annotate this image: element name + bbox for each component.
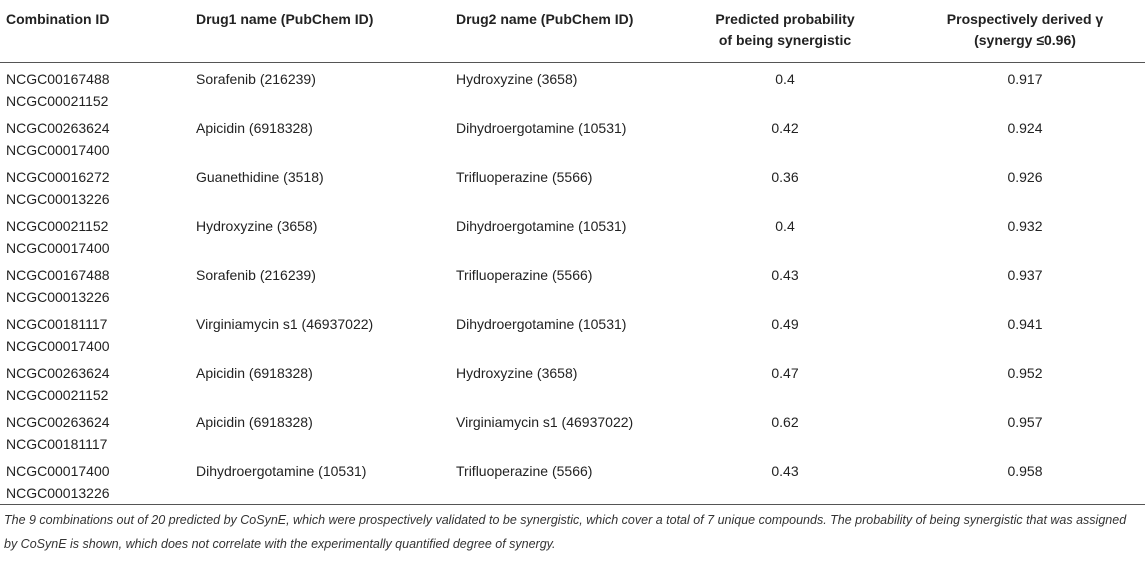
- cell-text: NCGC00013226: [6, 485, 110, 501]
- table-cell: NCGC00181117 NCGC00017400: [0, 308, 190, 357]
- table-cell: 0.62: [771, 414, 799, 430]
- table-cell: NCGC00263624 NCGC00017400: [0, 112, 190, 161]
- table-cell: NCGC00021152 NCGC00017400: [0, 210, 190, 259]
- table-cell: NCGC00167488 NCGC00021152: [0, 63, 190, 113]
- table-cell: Apicidin (6918328): [196, 120, 313, 136]
- table-cell: 0.4: [775, 71, 795, 87]
- cell-text: NCGC00017400: [6, 463, 110, 479]
- table-row: NCGC00263624 NCGC00021152 Apicidin (691832…: [0, 357, 1145, 406]
- table-cell: Virginiamycin s1 (46937022): [196, 316, 374, 332]
- cell-text: NCGC00016272: [6, 169, 110, 185]
- table-cell: 0.49: [771, 316, 799, 332]
- table-cell: Hydroxyzine (3658): [456, 365, 578, 381]
- table-cell: 0.47: [771, 365, 799, 381]
- table-cell: NCGC00016272 NCGC00013226: [0, 161, 190, 210]
- table-cell: Trifluoperazine (5566): [450, 455, 665, 505]
- header-row: Combination ID Drug1 name (PubChem ID) Dru…: [0, 0, 1145, 63]
- cell-text: NCGC00263624: [6, 120, 110, 136]
- cell-text: NCGC00017400: [6, 338, 110, 354]
- table-cell: 0.932: [1007, 218, 1043, 234]
- table-cell: Virginiamycin s1 (46937022): [456, 414, 634, 430]
- table-cell: 0.937: [1007, 267, 1043, 283]
- table-row: NCGC00021152 NCGC00017400 Hydroxyzine (365…: [0, 210, 1145, 259]
- table-cell: 0.36: [771, 169, 799, 185]
- header-text: Drug2 name (PubChem ID): [456, 11, 634, 27]
- table-cell: 0.4: [775, 218, 795, 234]
- table-row: NCGC00167488 NCGC00021152 Sorafenib (21623…: [0, 63, 1145, 113]
- table-cell: Trifluoperazine (5566): [456, 169, 593, 185]
- table-cell: Apicidin (6918328): [196, 414, 313, 430]
- cell-text: NCGC00017400: [6, 240, 110, 256]
- caption: The 9 combinations out of 20 predicted b…: [4, 513, 1127, 551]
- table-cell: 0.926: [1007, 169, 1043, 185]
- table-cell: NCGC00263624 NCGC00181117: [0, 406, 190, 455]
- table-cell: Sorafenib (216239): [196, 71, 316, 87]
- table-cell: Trifluoperazine (5566): [456, 267, 593, 283]
- cell-text: NCGC00013226: [6, 191, 110, 207]
- table-cell: Dihydroergotamine (10531): [456, 120, 627, 136]
- header-text: Combination ID: [6, 11, 110, 27]
- cell-text: NCGC00167488: [6, 267, 110, 283]
- table-cell: Dihydroergotamine (10531): [190, 455, 450, 505]
- table-row: NCGC00167488 NCGC00013226 Sorafenib (21623…: [0, 259, 1145, 308]
- header-text: Prospectively derived γ: [946, 11, 1104, 27]
- table-cell: 0.42: [771, 120, 799, 136]
- table-cell: 0.43: [771, 267, 799, 283]
- table-cell: Apicidin (6918328): [196, 365, 313, 381]
- header-text: of being synergistic: [718, 32, 852, 48]
- table-row: NCGC00263624 NCGC00181117 Apicidin (691832…: [0, 406, 1145, 455]
- header-cell: Drug1 name (PubChem ID): [190, 0, 450, 63]
- table-cell: Sorafenib (216239): [196, 267, 316, 283]
- cell-text: NCGC00181117: [6, 436, 108, 452]
- table-cell: 0.43: [665, 455, 905, 505]
- table-cell: 0.952: [1007, 365, 1043, 381]
- table-cell: Hydroxyzine (3658): [196, 218, 318, 234]
- header-cell: Drug2 name (PubChem ID): [450, 0, 665, 63]
- table-cell: 0.924: [1007, 120, 1043, 136]
- cell-text: NCGC00167488: [6, 71, 110, 87]
- table-cell: NCGC00263624 NCGC00021152: [0, 357, 190, 406]
- table-cell: NCGC00167488 NCGC00013226: [0, 259, 190, 308]
- table-row: NCGC00016272 NCGC00013226 Guanethidine (35…: [0, 161, 1145, 210]
- table: Combination ID Drug1 name (PubChem ID) Dru…: [0, 0, 1145, 505]
- table-cell: 0.957: [1007, 414, 1043, 430]
- header-cell: Combination ID: [0, 0, 190, 63]
- header-text: Drug1 name (PubChem ID): [196, 11, 374, 27]
- table-cell: 0.958: [905, 455, 1145, 505]
- table-cell: Hydroxyzine (3658): [456, 71, 578, 87]
- cell-text: NCGC00021152: [6, 387, 109, 403]
- cell-text: NCGC00021152: [6, 218, 109, 234]
- table-row: NCGC00017400 NCGC00013226 Dihydroergotamin…: [0, 455, 1145, 505]
- header-cell: Prospectively derived γ (synergy ≤0.96): [905, 0, 1145, 63]
- table-cell: NCGC00017400 NCGC00013226: [0, 455, 190, 505]
- cell-text: NCGC00263624: [6, 365, 110, 381]
- table-cell: Dihydroergotamine (10531): [456, 218, 627, 234]
- table-cell: 0.917: [1007, 71, 1043, 87]
- cell-text: NCGC00017400: [6, 142, 110, 158]
- cell-text: NCGC00263624: [6, 414, 110, 430]
- table-cell: 0.941: [1007, 316, 1043, 332]
- table-cell: Dihydroergotamine (10531): [456, 316, 627, 332]
- cell-text: NCGC00181117: [6, 316, 108, 332]
- header-cell: Predicted probability of being synergisti…: [665, 0, 905, 63]
- table-body: NCGC00167488 NCGC00021152 Sorafenib (21623…: [0, 63, 1145, 505]
- cell-text: NCGC00021152: [6, 93, 109, 109]
- table-row: NCGC00263624 NCGC00017400 Apicidin (691832…: [0, 112, 1145, 161]
- header-text: (synergy ≤0.96): [974, 32, 1076, 48]
- table-cell: Guanethidine (3518): [196, 169, 324, 185]
- header-text: Predicted probability: [715, 11, 855, 27]
- table-row: NCGC00181117 NCGC00017400 Virginiamycin s1…: [0, 308, 1145, 357]
- cell-text: NCGC00013226: [6, 289, 110, 305]
